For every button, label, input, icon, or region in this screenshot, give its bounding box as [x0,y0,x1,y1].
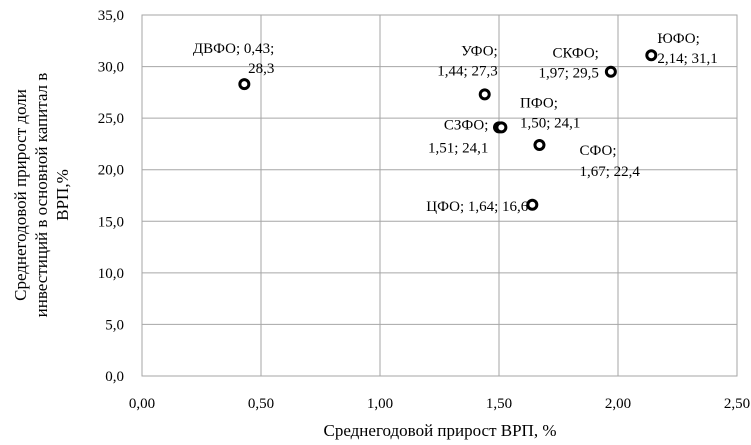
plot-area-border [141,14,738,377]
data-label: ДВФО; 0,43; [193,41,274,57]
y-tick-label: 20,0 [98,163,124,179]
data-label: 1,97; 29,5 [538,66,598,82]
x-tick-label: 1,50 [486,396,512,412]
data-label: ЦФО; 1,64; 16,6 [426,199,529,215]
data-label: УФО; [461,43,498,59]
x-tick-label: 0,50 [248,396,274,412]
y-axis-title: Среднегодовой прирост доли инвестиций в … [11,73,72,318]
data-label: 1,50; 24,1 [520,115,580,131]
y-tick-label: 35,0 [98,8,124,24]
data-label: 1,51; 24,1 [428,140,488,156]
data-point [645,49,658,62]
data-label: 28,3 [248,61,274,77]
data-point [238,78,251,91]
y-axis-title-line-2: инвестиций в основной капитал в [32,73,51,318]
data-point [526,198,539,211]
data-point [533,138,546,151]
data-label: 2,14; 31,1 [657,51,717,67]
y-axis-title-line-3: ВРП,% [53,169,72,220]
data-label: ЮФО; [657,31,699,47]
x-tick-label: 2,00 [605,396,631,412]
x-axis-title: Среднегодовой прирост ВРП, % [324,421,557,440]
y-axis-title-line-1: Среднегодовой прирост доли [11,89,30,301]
y-tick-label: 30,0 [98,60,124,76]
x-tick-label: 1,00 [367,396,393,412]
data-label: 1,44; 27,3 [437,63,497,79]
data-points [238,49,658,211]
data-point [495,121,508,134]
y-tick-label: 15,0 [98,214,124,230]
x-tick-label: 2,50 [724,396,750,412]
y-tick-label: 5,0 [105,317,124,333]
data-point [478,88,491,101]
data-label: СЗФО; [444,117,489,133]
y-tick-label: 10,0 [98,266,124,282]
point-labels: ДВФО; 0,43; 28,3 УФО; 1,44; 27,3 СКФО; 1,97; … [193,31,718,215]
data-label: СФО; [579,143,616,159]
y-tick-label: 25,0 [98,111,124,127]
y-tick-label: 0,0 [105,369,124,385]
data-label: 1,67; 22,4 [579,164,640,180]
data-point [604,65,617,78]
data-label: СКФО; [552,46,598,62]
x-tick-label: 0,00 [129,396,155,412]
data-label: ПФО; [520,95,558,111]
tick-labels: 0,00 0,50 1,00 1,50 2,00 2,50 0,0 5,0 10,0 15,0 20… [98,8,750,412]
